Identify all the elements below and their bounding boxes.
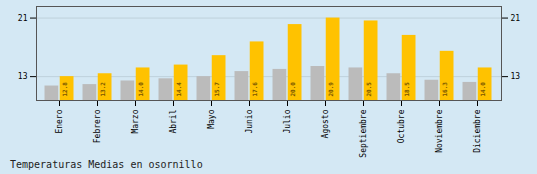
svg-text:21: 21 xyxy=(18,14,28,23)
svg-text:Junio: Junio xyxy=(245,109,254,133)
svg-text:18.5: 18.5 xyxy=(403,82,410,97)
svg-text:20.5: 20.5 xyxy=(365,82,372,97)
svg-text:Diciembre: Diciembre xyxy=(473,109,482,153)
html-text:Temperaturas Medias en osornil: Temperaturas Medias en osornillo xyxy=(10,159,203,170)
svg-text:Mayo: Mayo xyxy=(207,109,216,128)
svg-text:20.9: 20.9 xyxy=(327,82,334,97)
svg-text:16.3: 16.3 xyxy=(441,82,448,97)
svg-text:Noviembre: Noviembre xyxy=(435,109,444,153)
svg-text:14.0: 14.0 xyxy=(137,82,144,97)
svg-text:13: 13 xyxy=(511,72,521,81)
svg-text:Enero: Enero xyxy=(55,109,64,133)
svg-text:Julio: Julio xyxy=(283,109,292,133)
svg-text:12.8: 12.8 xyxy=(61,82,68,97)
svg-text:Abril: Abril xyxy=(169,109,178,133)
svg-text:17.6: 17.6 xyxy=(251,82,258,97)
svg-text:Septiembre: Septiembre xyxy=(359,109,368,157)
svg-text:Marzo: Marzo xyxy=(131,109,140,133)
svg-text:Agosto: Agosto xyxy=(321,109,330,138)
svg-text:13.2: 13.2 xyxy=(99,82,106,97)
svg-text:21: 21 xyxy=(511,14,521,23)
svg-text:15.7: 15.7 xyxy=(213,82,220,97)
svg-text:Febrero: Febrero xyxy=(93,109,102,143)
svg-text:20.0: 20.0 xyxy=(289,82,296,97)
svg-text:13: 13 xyxy=(18,72,28,81)
svg-text:Octubre: Octubre xyxy=(397,109,406,143)
svg-text:14.4: 14.4 xyxy=(175,82,182,97)
svg-text:14.0: 14.0 xyxy=(479,82,486,97)
